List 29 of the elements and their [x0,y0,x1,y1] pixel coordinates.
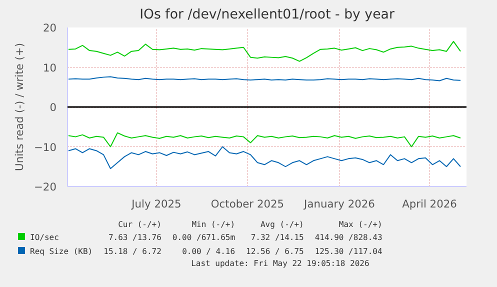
text: 125.30 /117.04 [314,246,384,258]
x-tick-label: July 2025 [130,198,182,210]
text: 7.32 /14.15 [250,232,305,244]
x-tick-label: April 2026 [402,198,458,210]
chart-title: IOs for /dev/nexellent01/root - by year [140,8,395,22]
x-tick-label: October 2025 [210,198,284,210]
text: 0.00 /671.65m [171,232,236,244]
line-series [68,40,461,62]
y-tick-label: 10 [42,61,57,74]
x-tick-label: January 2026 [303,198,376,210]
legend-label: IO/sec [29,232,60,244]
y-tick-label: −20 [34,180,57,194]
y-tick-label: 20 [42,22,57,34]
line-series [68,132,461,148]
y-tick-label: −10 [34,140,57,154]
text: Max (-/+) [338,219,384,231]
text: 12.56 / 6.75 [245,246,305,258]
text: Last update: Fri May 22 19:05:18 2026 [190,258,370,270]
text: 0.00 / 4.16 [181,246,236,258]
line-series [68,146,461,170]
text: Min (-/+) [190,219,236,231]
legend-label: Req Size (KB) [29,246,94,258]
text: 414.90 /828.43 [314,232,384,244]
y-tick-label: 0 [50,101,57,114]
text: 7.63 /13.76 [107,232,162,244]
text: Avg (-/+) [259,219,305,231]
text: Cur (-/+) [117,219,162,231]
text: 15.18 / 6.72 [102,246,162,258]
y-axis-title: Units read (-) / write (+) [13,43,26,171]
